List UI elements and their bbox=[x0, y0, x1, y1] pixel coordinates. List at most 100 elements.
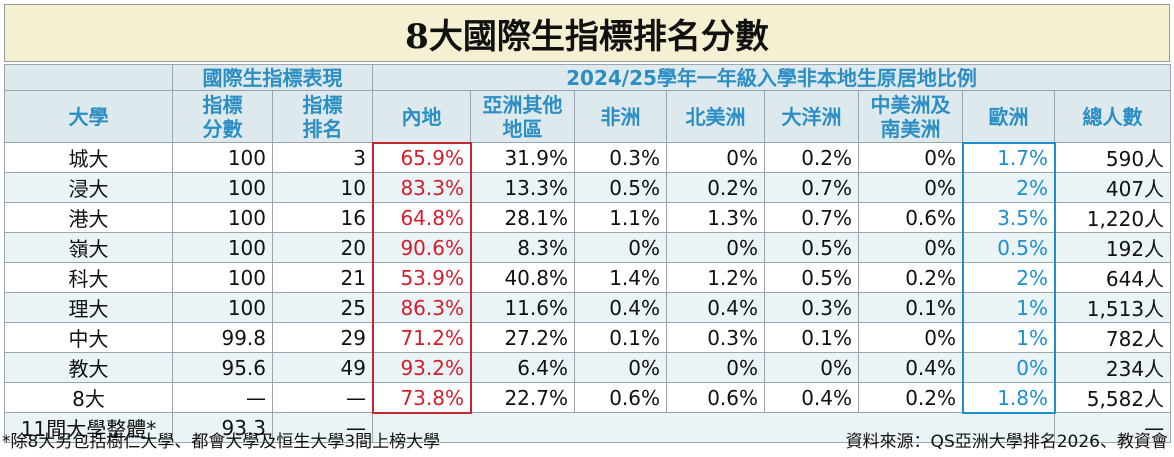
col-header-latin-america: 中美洲及 南美洲 bbox=[858, 90, 963, 143]
cell-asia-other: 28.1% bbox=[470, 202, 575, 233]
cell-north-america: 0.4% bbox=[666, 292, 765, 323]
table-row: 浸大 100 10 83.3% 13.3% 0.5% 0.2% 0.7% 0% 2% 407人 bbox=[4, 172, 1172, 203]
col-header-rank: 指標 排名 bbox=[272, 90, 373, 143]
cell-latin-america: 0% bbox=[858, 142, 963, 173]
cell-europe: 2% bbox=[962, 262, 1055, 293]
cell-oceania: 0.5% bbox=[764, 262, 859, 293]
col-header-score: 指標 分數 bbox=[172, 90, 273, 143]
cell-asia-other: 40.8% bbox=[470, 262, 575, 293]
cell-north-america: 0.6% bbox=[666, 382, 765, 413]
col-header-europe: 歐洲 bbox=[962, 90, 1055, 143]
cell-latin-america: 0.2% bbox=[858, 262, 963, 293]
cell-total: 782人 bbox=[1053, 322, 1172, 353]
cell-university: 理大 bbox=[4, 292, 173, 323]
cell-score: — bbox=[172, 382, 273, 413]
col-header-asia-other: 亞洲其他 地區 bbox=[470, 90, 575, 143]
cell-university: 教大 bbox=[4, 352, 173, 383]
cell-asia-other: 22.7% bbox=[470, 382, 575, 413]
cell-university: 嶺大 bbox=[4, 232, 173, 263]
cell-oceania: 0.1% bbox=[764, 322, 859, 353]
cell-asia-other: 13.3% bbox=[470, 172, 575, 203]
cell-score: 100 bbox=[172, 142, 273, 173]
table-body: 城大 100 3 65.9% 31.9% 0.3% 0% 0.2% 0% 1.7% 590人 浸大 10… bbox=[4, 142, 1172, 443]
cell-africa: 1.1% bbox=[574, 202, 667, 233]
cell-rank: 25 bbox=[272, 292, 373, 323]
column-header-row: 大學 指標 分數 指標 排名 內地 亞洲其他 地區 非洲 北美洲 大洋洲 中美洲及 南美… bbox=[4, 90, 1172, 143]
cell-score: 100 bbox=[172, 292, 273, 323]
cell-africa: 1.4% bbox=[574, 262, 667, 293]
cell-score: 99.8 bbox=[172, 322, 273, 353]
cell-mainland: 93.2% bbox=[372, 352, 471, 383]
cell-score: 100 bbox=[172, 262, 273, 293]
cell-score: 100 bbox=[172, 202, 273, 233]
cell-latin-america: 0% bbox=[858, 232, 963, 263]
cell-rank: — bbox=[272, 382, 373, 413]
cell-total: 644人 bbox=[1053, 262, 1172, 293]
cell-europe: 3.5% bbox=[962, 202, 1055, 233]
cell-north-america: 0% bbox=[666, 352, 765, 383]
cell-mainland: 83.3% bbox=[372, 172, 471, 203]
cell-mainland: 86.3% bbox=[372, 292, 471, 323]
cell-africa: 0.5% bbox=[574, 172, 667, 203]
cell-oceania: 0.5% bbox=[764, 232, 859, 263]
cell-oceania: 0.4% bbox=[764, 382, 859, 413]
cell-mainland: 71.2% bbox=[372, 322, 471, 353]
cell-total: 192人 bbox=[1053, 232, 1172, 263]
footnote: *除8大另包括樹仁大學、都會大學及恒生大學3間上榜大學 bbox=[2, 432, 441, 452]
cell-rank: — bbox=[272, 412, 373, 443]
cell-mainland: 90.6% bbox=[372, 232, 471, 263]
cell-north-america: 0.3% bbox=[666, 322, 765, 353]
cell-north-america: 1.3% bbox=[666, 202, 765, 233]
cell-africa: 0% bbox=[574, 352, 667, 383]
cell-europe: 1.8% bbox=[962, 382, 1055, 413]
cell-rank: 21 bbox=[272, 262, 373, 293]
cell-oceania: 0% bbox=[764, 352, 859, 383]
group-header-row: 國際生指標表現 2024/25學年一年級入學非本地生原居地比例 bbox=[4, 64, 1172, 91]
cell-africa: 0.1% bbox=[574, 322, 667, 353]
cell-blank bbox=[372, 412, 1055, 443]
cell-university: 科大 bbox=[4, 262, 173, 293]
cell-rank: 49 bbox=[272, 352, 373, 383]
cell-rank: 3 bbox=[272, 142, 373, 173]
cell-mainland: 64.8% bbox=[372, 202, 471, 233]
cell-north-america: 0.2% bbox=[666, 172, 765, 203]
cell-mainland: 73.8% bbox=[372, 382, 471, 413]
cell-africa: 0.3% bbox=[574, 142, 667, 173]
table-row: 8大 — —73.8% 22.7% 0.6% 0.6% 0.4% 0.2% 1.8% 5,582人 bbox=[4, 382, 1172, 413]
table-row: 城大 100 3 65.9% 31.9% 0.3% 0% 0.2% 0% 1.7% 590人 bbox=[4, 142, 1172, 173]
col-header-north-america: 北美洲 bbox=[666, 90, 765, 143]
cell-rank: 29 bbox=[272, 322, 373, 353]
cell-total: 1,220人 bbox=[1053, 202, 1172, 233]
cell-latin-america: 0% bbox=[858, 172, 963, 203]
cell-oceania: 0.3% bbox=[764, 292, 859, 323]
cell-asia-other: 27.2% bbox=[470, 322, 575, 353]
ranking-table: 國際生指標表現 2024/25學年一年級入學非本地生原居地比例 大學 指標 分數 … bbox=[4, 64, 1172, 443]
cell-university: 港大 bbox=[4, 202, 173, 233]
cell-oceania: 0.7% bbox=[764, 202, 859, 233]
cell-rank: 20 bbox=[272, 232, 373, 263]
cell-university: 浸大 bbox=[4, 172, 173, 203]
cell-total: — bbox=[1053, 412, 1172, 443]
table-row: 中大 99.8 29 71.2% 27.2% 0.1% 0.3% 0.1% 0% 1% 782人 bbox=[4, 322, 1172, 353]
cell-europe: 2% bbox=[962, 172, 1055, 203]
table-row: 教大 95.6 49 93.2% 6.4% 0% 0% 0% 0.4% 0% 234人 bbox=[4, 352, 1172, 383]
col-header-oceania: 大洋洲 bbox=[764, 90, 859, 143]
table-row: 理大 100 25 86.3% 11.6% 0.4% 0.4% 0.3% 0.1% 1% 1,513… bbox=[4, 292, 1172, 323]
table-row: 港大 100 16 64.8% 28.1% 1.1% 1.3% 0.7% 0.6% 3.5% 1,2… bbox=[4, 202, 1172, 233]
col-header-total: 總人數 bbox=[1053, 90, 1172, 143]
cell-total: 1,513人 bbox=[1053, 292, 1172, 323]
group-header-blank bbox=[4, 64, 173, 91]
col-header-africa: 非洲 bbox=[574, 90, 667, 143]
cell-total: 407人 bbox=[1053, 172, 1172, 203]
cell-mainland: 53.9% bbox=[372, 262, 471, 293]
cell-oceania: 0.7% bbox=[764, 172, 859, 203]
cell-europe: 1% bbox=[962, 292, 1055, 323]
cell-europe: 1.7% bbox=[962, 142, 1055, 173]
table-row-overall: 11間大學整體* 93.3— — bbox=[4, 412, 1172, 443]
cell-score: 100 bbox=[172, 232, 273, 263]
table-row: 科大 100 21 53.9% 40.8% 1.4% 1.2% 0.5% 0.2% 2% 644人 bbox=[4, 262, 1172, 293]
cell-europe: 0.5% bbox=[962, 232, 1055, 263]
col-header-university: 大學 bbox=[4, 90, 173, 143]
cell-north-america: 0% bbox=[666, 142, 765, 173]
cell-university: 中大 bbox=[4, 322, 173, 353]
